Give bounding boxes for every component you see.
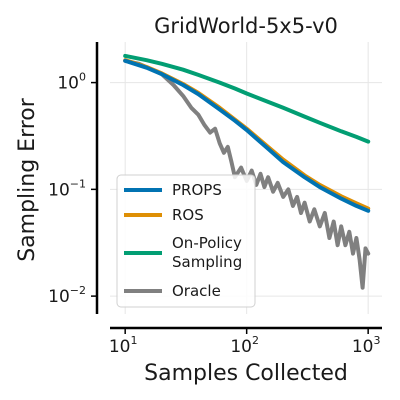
x-tick-base: 10 [230, 337, 252, 357]
x-tick-base: 10 [109, 337, 131, 357]
y-tick-base: 10 [48, 287, 70, 307]
x-tick-exponent: 1 [130, 334, 137, 347]
x-tick-exponent: 2 [252, 334, 259, 347]
y-tick-exponent: 0 [79, 71, 86, 84]
y-tick-base: 10 [48, 180, 70, 200]
y-tick-base: 10 [57, 74, 79, 94]
y-tick-exponent: −1 [70, 177, 86, 190]
x-tick-label: 103 [352, 334, 381, 357]
legend-label-line: PROPS [172, 181, 222, 199]
legend-box [116, 174, 256, 308]
y-tick-label: 10−2 [48, 284, 86, 307]
legend-label: On-Policy Sampling [172, 234, 242, 271]
y-tick-exponent: −2 [70, 284, 86, 297]
series-line-on-policy [123, 53, 371, 144]
chart-title: GridWorld-5x5-v0 [154, 14, 338, 38]
legend-label-line: Oracle [172, 282, 221, 300]
legend-label-line: Sampling [172, 253, 242, 271]
x-tick-label: 102 [230, 334, 259, 357]
legend-label-line: ROS [172, 206, 204, 224]
x-tick-exponent: 3 [373, 334, 380, 347]
legend-label: PROPS [172, 181, 222, 199]
y-tick-label: 10−1 [48, 177, 86, 200]
legend-label: Oracle [172, 282, 221, 300]
series-lines [123, 53, 371, 290]
legend-label: ROS [172, 206, 204, 224]
legend-label-line: On-Policy [172, 234, 242, 252]
x-tick-base: 10 [352, 337, 374, 357]
x-axis-label: Samples Collected [144, 361, 348, 386]
y-axis-label: Sampling Error [15, 97, 40, 262]
y-tick-label: 100 [57, 71, 86, 94]
series-line-oracle [123, 58, 371, 290]
x-tick-label: 101 [109, 334, 138, 357]
legend: PROPS ROS On-Policy Sampling Oracle [116, 174, 256, 308]
axes [91, 42, 382, 334]
series-line-props [123, 58, 371, 213]
